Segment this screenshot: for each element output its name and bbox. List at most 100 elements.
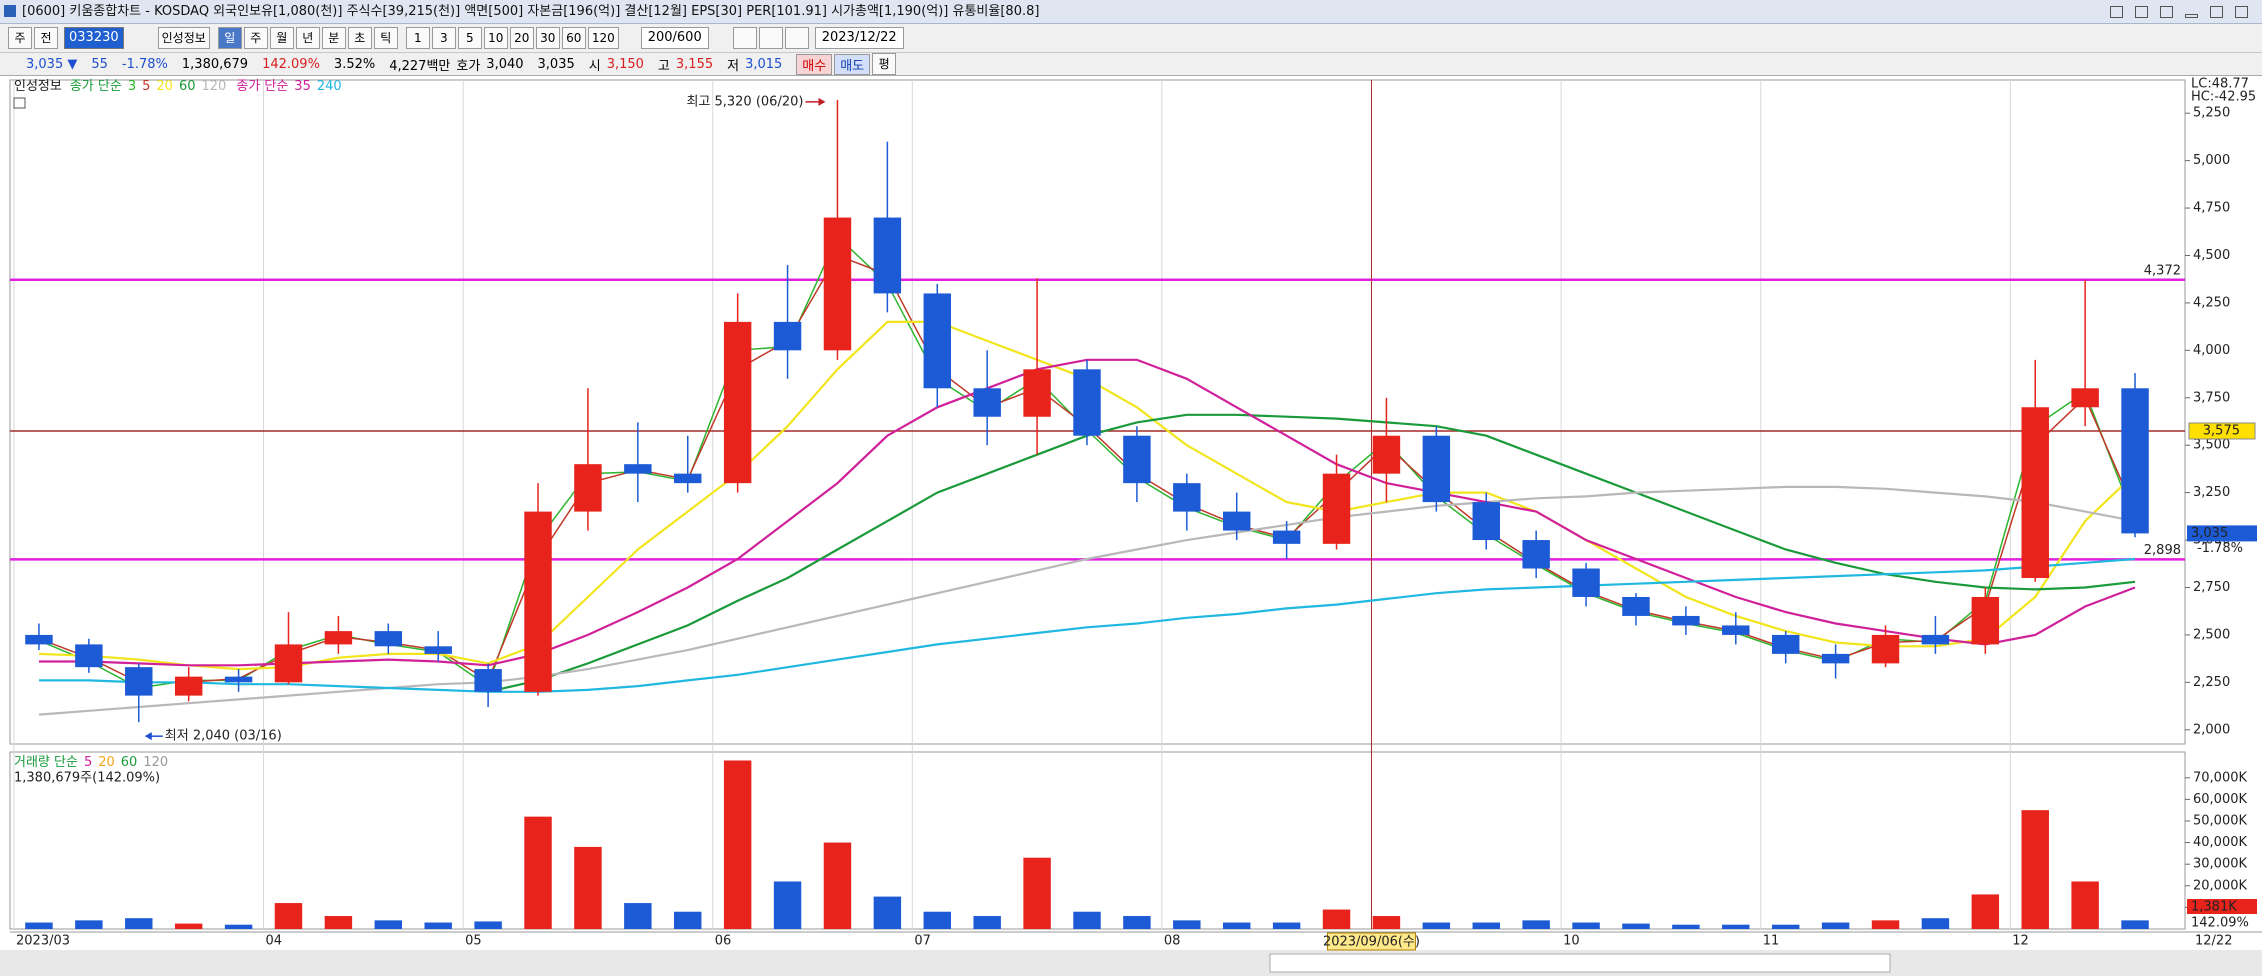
- y-tick-label: 3,500: [2193, 438, 2230, 453]
- crosshair-label: 2023/09/06(수): [1323, 935, 1420, 950]
- volume-bar: [1023, 857, 1051, 929]
- volume-bar: [1272, 922, 1301, 929]
- candle-body: [973, 388, 1001, 417]
- low-arrow-head: [144, 732, 152, 741]
- legend-label: 종가 단순: [236, 79, 288, 94]
- scrollbar[interactable]: [0, 950, 2262, 976]
- volume-bar: [125, 918, 153, 929]
- candle-body: [1372, 435, 1401, 474]
- y-tick-label: 4,500: [2193, 248, 2230, 263]
- volume-bar: [1372, 916, 1401, 929]
- candle-body: [1522, 540, 1550, 569]
- toolbar-button[interactable]: [732, 27, 757, 49]
- price: 3,035 ▼: [26, 56, 78, 72]
- legend-entry: 20: [98, 755, 115, 770]
- legend-entry: 20: [156, 79, 173, 94]
- volume-bar: [1073, 911, 1101, 929]
- y-tick-label: 2,250: [2193, 675, 2230, 690]
- legend-entry: 120: [143, 755, 168, 770]
- date-field[interactable]: 2023/12/22: [814, 27, 904, 49]
- candle-body: [1173, 483, 1201, 512]
- sell-button[interactable]: 매도: [834, 53, 871, 75]
- volume-bar: [2121, 920, 2149, 929]
- candle-body: [274, 644, 303, 683]
- candle-body: [25, 634, 53, 645]
- toolbar-button[interactable]: 30: [535, 27, 560, 49]
- open: 3,150: [606, 56, 644, 72]
- reference-label-box: [2188, 422, 2256, 440]
- window-button[interactable]: [2160, 6, 2173, 18]
- stock-name[interactable]: 인성정보: [157, 27, 210, 49]
- ma-line: [39, 358, 2136, 667]
- toolbar-button[interactable]: 1: [405, 27, 430, 49]
- bid: 3,035: [537, 56, 575, 72]
- stock-code[interactable]: 033230: [64, 27, 124, 49]
- window-button[interactable]: [2110, 6, 2123, 18]
- y-tick-label: 4,000: [2193, 343, 2230, 358]
- candle-body: [1472, 502, 1500, 541]
- toolbar-button[interactable]: 주: [8, 27, 32, 49]
- toolbar-button[interactable]: 전: [34, 27, 58, 49]
- candle-body: [374, 631, 403, 647]
- toolbar-button[interactable]: [758, 27, 783, 49]
- buy-button[interactable]: 매수: [796, 53, 833, 75]
- volume-bar: [1222, 922, 1251, 929]
- y-tick-label: 30,000K: [2193, 857, 2247, 872]
- toolbar-button[interactable]: 5: [457, 27, 482, 49]
- candle-body: [1921, 634, 1950, 645]
- close-button[interactable]: [2235, 6, 2248, 18]
- y-tick-label: 3,750: [2193, 390, 2230, 405]
- toolbar-button[interactable]: 년: [295, 27, 320, 49]
- maximize-button[interactable]: [2210, 6, 2223, 18]
- legend-entry: 60: [179, 79, 196, 94]
- high-arrow-head: [818, 97, 826, 106]
- toolbar-button[interactable]: 3: [431, 27, 456, 49]
- volume-last-box: [2187, 899, 2257, 914]
- y-tick-label: 4,250: [2193, 295, 2230, 310]
- volume-bar: [1322, 909, 1351, 929]
- last-price-label: 3,035: [2191, 526, 2228, 541]
- candle-body: [1023, 369, 1051, 417]
- count-field[interactable]: 200/600: [640, 27, 709, 49]
- candle-body: [2021, 407, 2049, 578]
- toolbar-button[interactable]: 20: [509, 27, 534, 49]
- toolbar-button[interactable]: 월: [269, 27, 294, 49]
- toolbar-button[interactable]: 10: [483, 27, 508, 49]
- volume-pct: 142.09%: [262, 56, 320, 72]
- legend-label: 거래량 단순: [14, 755, 78, 770]
- volume-bar: [524, 816, 552, 929]
- minimize-button[interactable]: [2185, 14, 2198, 18]
- interval-buttons: 1 3 5 10 20 30 60 120: [405, 27, 621, 49]
- legend-entry: 35: [294, 79, 311, 94]
- last-change-label: -1.78%: [2197, 541, 2243, 556]
- chart-background: [0, 76, 2262, 976]
- window-title: [0600] 키움종합차트 - KOSDAQ 외국인보유[1,080(천)] 주…: [22, 4, 1040, 19]
- volume-bar: [973, 916, 1001, 929]
- toolbar-button[interactable]: 분: [321, 27, 346, 49]
- volume-bar: [923, 911, 952, 929]
- volume-bar: [75, 920, 103, 929]
- toolbar-button[interactable]: 120: [587, 27, 619, 49]
- candle-body: [873, 217, 902, 294]
- toolbar-button[interactable]: 틱: [373, 27, 398, 49]
- reference-label: 3,575: [2203, 423, 2240, 438]
- volume-bar: [574, 846, 602, 929]
- window-button[interactable]: [2135, 6, 2148, 18]
- toolbar-button[interactable]: 주: [243, 27, 268, 49]
- legend-entry: 240: [317, 79, 342, 94]
- scroll-thumb[interactable]: [1269, 953, 1891, 973]
- turnover: 3.52%: [333, 56, 376, 72]
- avg-button[interactable]: 평: [872, 53, 897, 75]
- toolbar-button[interactable]: 일: [217, 27, 242, 49]
- toolbar-button[interactable]: [784, 27, 809, 49]
- amount: 4,227백만: [389, 58, 451, 74]
- volume-bar: [174, 923, 203, 929]
- toolbar-button[interactable]: 초: [347, 27, 372, 49]
- volume-bar: [1672, 924, 1700, 929]
- volume-bar: [2021, 810, 2049, 929]
- title-bar: [0600] 키움종합차트 - KOSDAQ 외국인보유[1,080(천)] 주…: [0, 0, 2262, 24]
- ask: 3,040: [486, 56, 524, 72]
- candle-body: [1622, 596, 1650, 616]
- legend-entry: 120: [201, 79, 226, 94]
- toolbar-button[interactable]: 60: [561, 27, 586, 49]
